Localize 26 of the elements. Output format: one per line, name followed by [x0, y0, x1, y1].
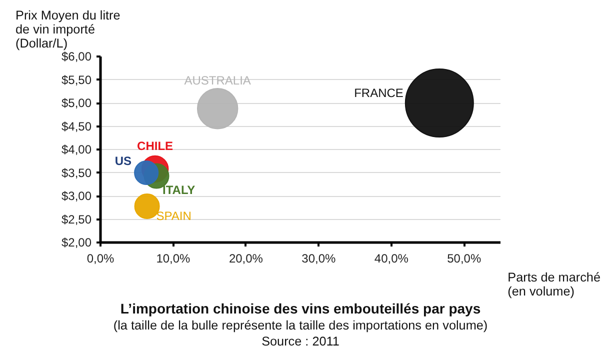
x-tick-label: 40,0% [374, 252, 409, 266]
y-tick-label: $2,00 [61, 236, 92, 250]
y-tick-label: $5,50 [61, 72, 92, 87]
x-tick-label: 20,0% [228, 252, 264, 266]
x-tick-label: 10,0% [156, 252, 191, 266]
series-label: US [114, 154, 132, 168]
y-tick-label: $2,50 [61, 212, 92, 226]
series-label: SPAIN [156, 209, 192, 224]
text: L’importation chinoise des vins embouteillés par pays [120, 300, 481, 316]
series-label: FRANCE [354, 86, 404, 100]
x-tick-label: 0,0% [86, 252, 115, 266]
y-axis-title: Prix Moyen du litre de vin importé (Dollar/L) [16, 8, 120, 50]
y-tick-label: $4,50 [61, 119, 92, 134]
series-label: CHILE [137, 138, 174, 153]
series-label: AUSTRALIA [184, 73, 251, 88]
y-tick-label: $4,00 [61, 142, 92, 156]
source-note: Source : 2011 [262, 334, 340, 348]
x-tick-label: 30,0% [302, 252, 336, 266]
text: (la taille de la bulle représente la taille des importations en volume) [113, 318, 488, 332]
series-label: ITALY [162, 183, 196, 198]
y-tick-label: $5,00 [61, 96, 92, 110]
y-tick-label: $3,00 [61, 189, 92, 203]
y-tick-label: $6,00 [61, 50, 92, 64]
y-tick-label: $3,50 [61, 166, 92, 180]
x-axis-title: Parts de marché (en volume) [508, 270, 601, 298]
x-tick-label: 50,0% [447, 252, 482, 266]
